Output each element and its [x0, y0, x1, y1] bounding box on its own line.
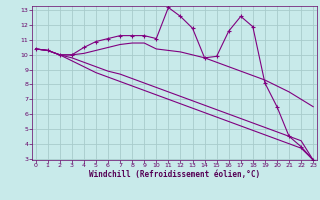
X-axis label: Windchill (Refroidissement éolien,°C): Windchill (Refroidissement éolien,°C) [89, 170, 260, 179]
